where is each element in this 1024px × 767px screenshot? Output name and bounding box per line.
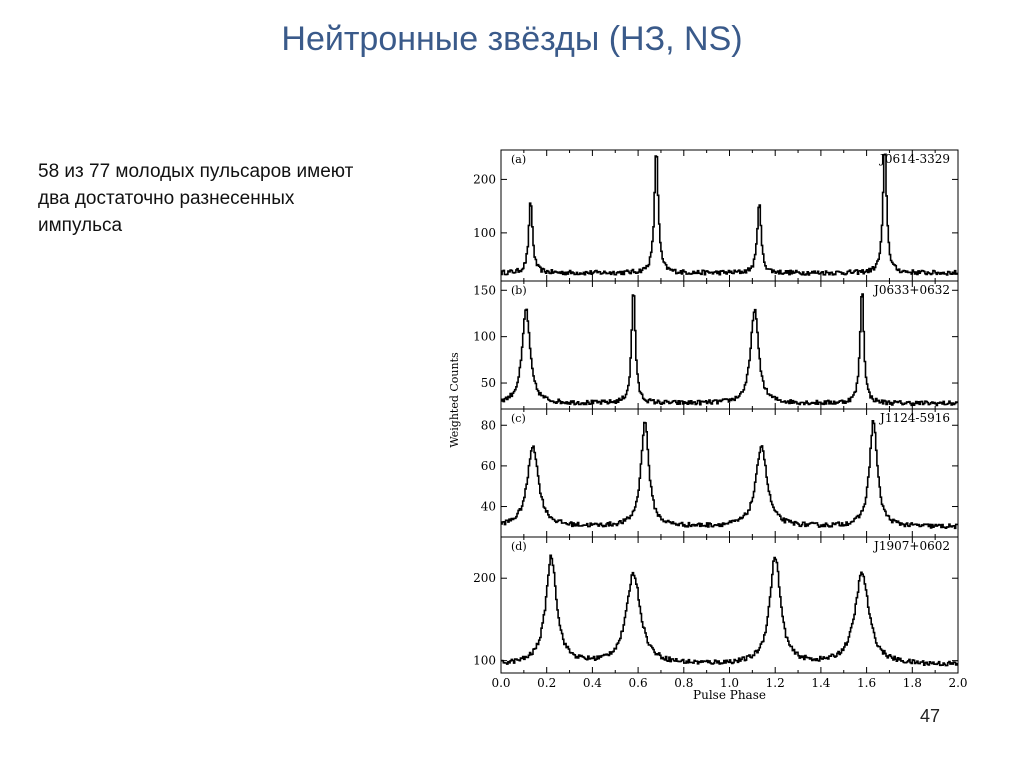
body-line: два достаточно разнесенных — [38, 188, 295, 209]
y-tick-label: 60 — [481, 459, 496, 473]
y-tick-label: 150 — [473, 283, 496, 297]
series-line — [501, 153, 958, 276]
x-tick-label: 0.6 — [629, 676, 648, 690]
panel-label: (c) — [511, 412, 526, 425]
pulsar-name: J1907+0602 — [872, 539, 950, 553]
x-tick-label: 1.0 — [720, 676, 739, 690]
y-tick-label: 100 — [473, 654, 496, 668]
pulsar-name: J1124-5916 — [878, 411, 950, 425]
series-line — [501, 293, 958, 407]
slide-title: Нейтронные звёзды (НЗ, NS) — [281, 20, 743, 58]
slide-number: 47 — [920, 706, 941, 726]
x-tick-label: 0.0 — [491, 676, 510, 690]
y-tick-label: 100 — [473, 226, 496, 240]
x-tick-label: 0.4 — [583, 676, 602, 690]
panel-label: (b) — [511, 284, 527, 297]
x-axis-label: Pulse Phase — [693, 688, 766, 700]
body-line: импульса — [38, 215, 123, 236]
x-tick-label: 0.2 — [537, 676, 556, 690]
y-tick-label: 200 — [473, 571, 496, 585]
y-tick-label: 40 — [481, 500, 496, 514]
panel-frame — [500, 280, 959, 410]
y-tick-label: 200 — [473, 172, 496, 186]
y-tick-label: 80 — [481, 418, 496, 432]
panel-frame — [500, 149, 959, 282]
x-tick-label: 2.0 — [948, 676, 967, 690]
panel-label: (a) — [511, 153, 526, 166]
x-tick-label: 1.6 — [857, 676, 876, 690]
body-line: 58 из 77 молодых пульсаров имеют — [38, 161, 354, 182]
body-text: 58 из 77 молодых пульсаров имеют два дос… — [38, 158, 438, 239]
series-line — [501, 420, 958, 530]
x-tick-label: 1.8 — [903, 676, 922, 690]
y-axis-label: Weighted Counts — [448, 352, 461, 448]
y-tick-label: 100 — [473, 330, 496, 344]
panel-label: (d) — [511, 540, 527, 553]
series-line — [501, 554, 958, 667]
x-tick-label: 1.4 — [811, 676, 830, 690]
x-tick-label: 0.8 — [674, 676, 693, 690]
pulsar-name: J0614-3329 — [878, 152, 950, 166]
y-tick-label: 50 — [481, 376, 496, 390]
x-tick-label: 1.2 — [766, 676, 785, 690]
pulsar-name: J0633+0632 — [872, 283, 950, 297]
pulse-profile-chart: 100 200 (a) J0614-3329 50 100 150 (b) J0633+0632… — [448, 149, 968, 700]
